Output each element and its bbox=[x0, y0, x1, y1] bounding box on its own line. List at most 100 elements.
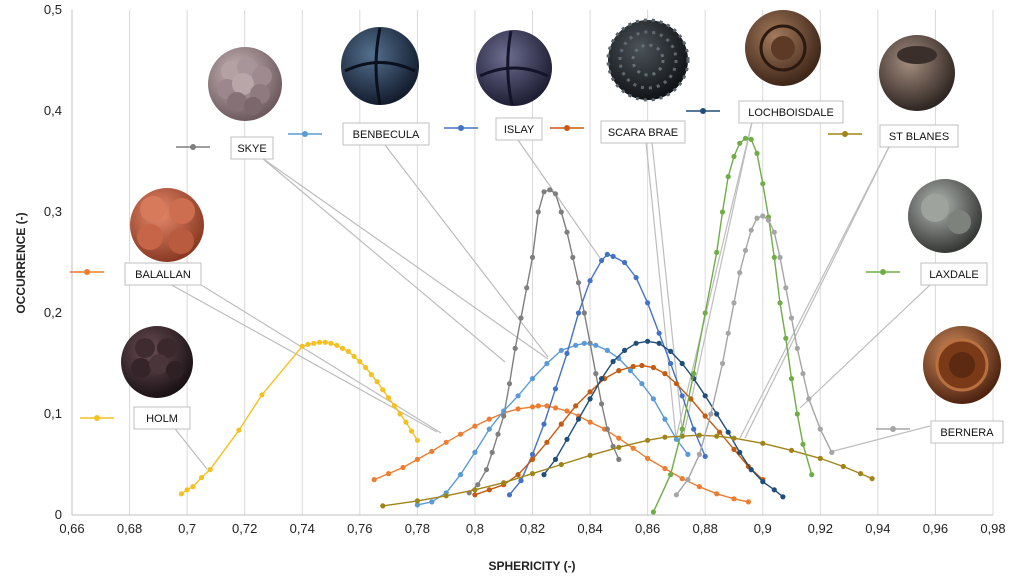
data-point bbox=[717, 429, 723, 435]
data-point bbox=[771, 229, 777, 235]
label-box bbox=[920, 262, 988, 286]
data-point bbox=[501, 413, 507, 419]
data-point bbox=[679, 360, 685, 367]
stone-ball-images bbox=[121, 10, 1001, 404]
data-point bbox=[472, 449, 478, 455]
data-point bbox=[777, 300, 783, 306]
label-lochboisdale: LOCHBOISDALE bbox=[738, 100, 844, 124]
leader-line bbox=[171, 424, 208, 470]
data-point bbox=[685, 451, 691, 457]
series-line bbox=[543, 340, 784, 498]
data-point bbox=[604, 251, 610, 257]
data-point bbox=[518, 315, 524, 321]
series-line bbox=[474, 364, 764, 496]
data-point bbox=[541, 472, 547, 478]
benbecula-stone-icon bbox=[341, 27, 419, 105]
data-point bbox=[575, 310, 582, 316]
label-text: SCARA BRAE bbox=[608, 127, 678, 139]
label-box bbox=[342, 122, 430, 146]
series-line bbox=[382, 434, 873, 507]
label-islay: ISLAY bbox=[495, 117, 543, 141]
data-point bbox=[322, 339, 328, 345]
data-point bbox=[472, 492, 478, 498]
data-point bbox=[544, 403, 550, 409]
label-holm: HOLM bbox=[133, 406, 191, 430]
series-line bbox=[675, 215, 833, 496]
label-text: LAXDALE bbox=[929, 269, 979, 281]
data-point bbox=[662, 371, 668, 377]
x-tick-label: 0,78 bbox=[405, 521, 430, 536]
laxdale-stone-icon bbox=[908, 179, 982, 253]
bernera-stone-icon bbox=[923, 326, 1001, 404]
data-point bbox=[564, 350, 570, 356]
data-point bbox=[829, 449, 835, 455]
data-point bbox=[518, 478, 524, 484]
skye-stone-icon bbox=[208, 47, 282, 121]
data-point bbox=[489, 449, 495, 455]
data-point bbox=[429, 448, 435, 454]
label-box bbox=[230, 136, 274, 160]
x-tick-label: 0,74 bbox=[290, 521, 315, 536]
legend-marker bbox=[564, 125, 570, 131]
label-text: LOCHBOISDALE bbox=[748, 107, 834, 119]
data-point bbox=[754, 150, 760, 156]
data-point bbox=[397, 411, 403, 417]
label-balallan: BALALLAN bbox=[124, 262, 202, 286]
x-axis-title: SPHERICITY (-) bbox=[488, 559, 575, 573]
series-st-blanes bbox=[380, 432, 875, 509]
label-text: SKYE bbox=[237, 143, 266, 155]
x-tick-label: 0,88 bbox=[693, 521, 718, 536]
label-text: ISLAY bbox=[504, 124, 535, 136]
leader-line bbox=[517, 139, 601, 259]
x-tick-label: 0,68 bbox=[117, 521, 142, 536]
series-lochboisdale bbox=[541, 338, 786, 500]
data-point bbox=[783, 285, 789, 291]
label-text: BALALLAN bbox=[135, 269, 191, 281]
data-point bbox=[581, 340, 587, 346]
balallan-stone-icon bbox=[130, 188, 204, 262]
data-point bbox=[702, 310, 708, 316]
data-point bbox=[691, 371, 697, 377]
data-point bbox=[745, 499, 752, 505]
legend-markers bbox=[70, 108, 910, 432]
data-point bbox=[573, 403, 579, 409]
data-point bbox=[708, 411, 714, 417]
data-point bbox=[610, 358, 616, 365]
x-tick-label: 0,98 bbox=[980, 521, 1005, 536]
data-point bbox=[368, 372, 374, 378]
data-point bbox=[633, 340, 639, 346]
data-point bbox=[858, 471, 864, 477]
data-point bbox=[668, 348, 674, 354]
leader-line bbox=[829, 425, 931, 453]
data-point bbox=[558, 461, 564, 468]
data-point bbox=[627, 368, 634, 374]
series-islay bbox=[506, 251, 708, 498]
data-point bbox=[259, 392, 265, 398]
y-tick-label: 0,4 bbox=[44, 103, 62, 118]
legend-marker bbox=[700, 108, 706, 114]
data-point bbox=[679, 393, 685, 399]
data-point bbox=[552, 386, 559, 392]
data-point bbox=[696, 484, 703, 490]
data-point bbox=[345, 348, 351, 354]
data-point bbox=[737, 449, 743, 455]
data-point bbox=[731, 496, 737, 502]
data-point bbox=[486, 426, 492, 432]
series-balallan bbox=[371, 403, 752, 505]
data-point bbox=[573, 342, 579, 348]
data-point bbox=[817, 455, 823, 461]
series-holm bbox=[178, 339, 420, 497]
data-point bbox=[486, 416, 492, 422]
data-point bbox=[564, 436, 570, 442]
data-point bbox=[386, 471, 392, 477]
data-point bbox=[645, 437, 651, 443]
data-point bbox=[662, 465, 668, 472]
data-point bbox=[610, 443, 616, 449]
data-point bbox=[639, 381, 645, 387]
data-point bbox=[552, 456, 559, 462]
data-point bbox=[688, 396, 694, 402]
data-point bbox=[737, 140, 743, 146]
data-point bbox=[599, 257, 605, 264]
data-point bbox=[760, 440, 766, 446]
data-point bbox=[645, 300, 651, 306]
